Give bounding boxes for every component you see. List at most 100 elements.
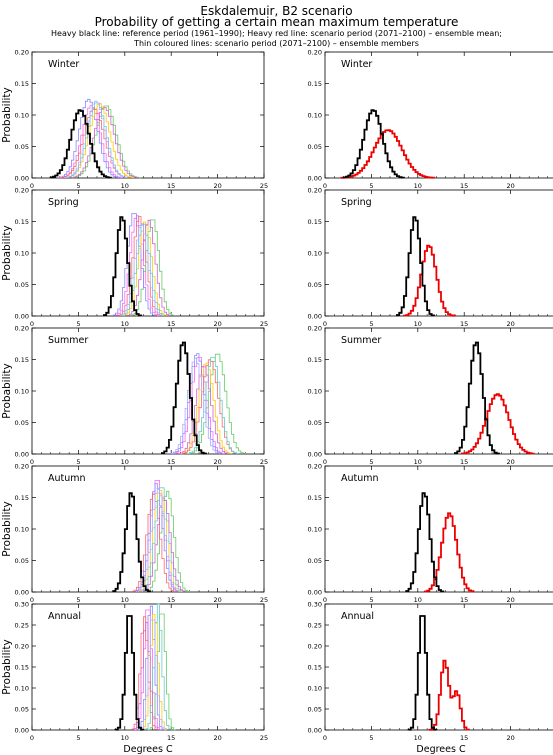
y-axis-label: Probability (1, 639, 13, 695)
reference-histogram (405, 492, 445, 593)
y-tick-label: 0.00 (308, 450, 322, 458)
x-tick-label: 5 (369, 458, 373, 466)
x-tick-label: 0 (30, 182, 34, 190)
member-histogram (170, 353, 223, 454)
x-tick-label: 15 (167, 596, 175, 604)
x-tick-label: 0 (323, 182, 327, 190)
y-tick-label: 0.25 (15, 621, 29, 629)
season-label: Summer (341, 335, 381, 346)
reference-histogram (407, 615, 438, 731)
x-tick-label: 5 (369, 596, 373, 604)
y-tick-label: 0.10 (308, 684, 322, 692)
member-histogram (133, 622, 160, 730)
x-tick-label: 25 (260, 596, 268, 604)
panel-summer-members: 0 5 10 15 20 25 0.00 0.05 0.10 0.15 0.20 Summer Prob… (1, 324, 268, 466)
panel-annual-members: 0 5 10 15 20 25 0.00 0.05 0.10 0.15 0.20 0.25 0.30 An… (1, 600, 268, 755)
ensemble-mean-histogram (428, 659, 470, 731)
x-tick-label: 10 (121, 320, 129, 328)
y-axis-label: Probability (1, 225, 13, 281)
y-tick-label: 0.20 (308, 324, 322, 332)
y-tick-label: 0.20 (15, 324, 29, 332)
x-tick-label: 25 (260, 182, 268, 190)
member-histogram (131, 494, 177, 592)
member-histogram (71, 107, 140, 178)
y-tick-label: 0.30 (15, 600, 29, 608)
y-tick-label: 0.00 (15, 174, 29, 182)
x-axis-label: Degrees C (416, 744, 466, 755)
x-tick-label: 0 (323, 596, 327, 604)
y-axis-label: Probability (1, 363, 13, 419)
y-tick-label: 0.20 (15, 642, 29, 650)
member-histogram (64, 100, 128, 178)
member-histogram (131, 219, 174, 316)
figure-title: Eskdalemuir, B2 scenario (200, 4, 353, 18)
y-tick-label: 0.05 (15, 705, 29, 713)
season-label: Summer (48, 335, 88, 346)
x-tick-label: 20 (213, 320, 221, 328)
x-axis-label: Degrees C (123, 744, 173, 755)
plot-frame (324, 327, 553, 455)
x-tick-label: 15 (167, 734, 175, 742)
y-tick-label: 0.15 (15, 494, 29, 502)
plot-frame (324, 465, 553, 593)
x-tick-label: 15 (167, 320, 175, 328)
y-tick-label: 0.10 (15, 111, 29, 119)
member-histogram (140, 497, 186, 592)
x-tick-label: 20 (213, 182, 221, 190)
y-tick-label: 0.05 (308, 705, 322, 713)
y-tick-label: 0.00 (15, 726, 29, 734)
y-tick-label: 0.05 (15, 281, 29, 289)
y-tick-label: 0.15 (15, 80, 29, 88)
x-tick-label: 25 (260, 458, 268, 466)
reference-histogram (161, 341, 207, 455)
y-tick-label: 0.00 (308, 312, 322, 320)
member-histogram (57, 98, 121, 178)
x-tick-label: 20 (213, 734, 221, 742)
reference-histogram (49, 109, 112, 179)
x-tick-label: 15 (460, 596, 468, 604)
legend-note-line2: Thin coloured lines: scenario period (20… (134, 39, 419, 48)
x-tick-label: 20 (506, 182, 514, 190)
x-tick-label: 5 (76, 320, 80, 328)
x-tick-label: 0 (30, 734, 34, 742)
y-tick-label: 0.10 (15, 684, 29, 692)
x-tick-label: 10 (414, 320, 422, 328)
y-tick-label: 0.20 (308, 462, 322, 470)
x-tick-label: 20 (506, 734, 514, 742)
season-label: Winter (341, 59, 372, 70)
y-tick-label: 0.10 (15, 387, 29, 395)
y-tick-label: 0.20 (308, 48, 322, 56)
x-tick-label: 0 (323, 458, 327, 466)
season-label: Annual (341, 611, 374, 622)
x-tick-label: 10 (414, 458, 422, 466)
ensemble-mean-histogram (423, 512, 475, 593)
ensemble-mean-histogram (340, 129, 435, 179)
x-tick-label: 25 (260, 734, 268, 742)
x-tick-label: 15 (460, 458, 468, 466)
x-tick-label: 25 (260, 320, 268, 328)
y-tick-label: 0.20 (308, 642, 322, 650)
y-tick-label: 0.05 (15, 419, 29, 427)
x-tick-label: 10 (121, 734, 129, 742)
x-tick-label: 10 (121, 458, 129, 466)
x-tick-label: 0 (30, 320, 34, 328)
reference-histogram (112, 492, 152, 593)
reference-histogram (396, 216, 435, 317)
x-tick-label: 10 (414, 182, 422, 190)
member-histogram (187, 357, 239, 454)
y-tick-label: 0.10 (308, 111, 322, 119)
x-tick-label: 5 (76, 596, 80, 604)
season-label: Autumn (48, 473, 86, 484)
x-tick-label: 0 (30, 596, 34, 604)
plot-frame (31, 327, 265, 455)
member-histogram (180, 362, 232, 455)
y-tick-label: 0.05 (308, 419, 322, 427)
member-histogram (177, 366, 230, 454)
x-tick-label: 5 (76, 734, 80, 742)
y-axis-label: Probability (1, 87, 13, 143)
y-tick-label: 0.10 (308, 249, 322, 257)
